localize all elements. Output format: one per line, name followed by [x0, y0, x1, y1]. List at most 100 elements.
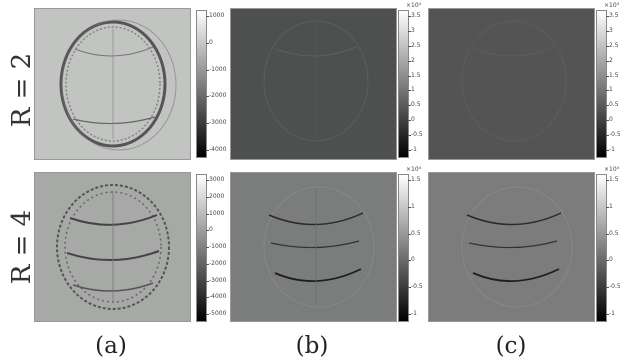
colorbar-tick-mark — [206, 230, 209, 232]
colorbar-tick-mark — [606, 206, 609, 208]
colorbar-tick-mark — [206, 16, 209, 17]
colorbar-tick-label: 0 — [209, 226, 213, 234]
colorbar-tick-label: -1 — [411, 310, 417, 317]
colorbar-tick-label: 2 — [411, 56, 415, 64]
colorbar-tick-label: -3000 — [209, 119, 227, 127]
colorbar-tick-mark — [206, 263, 209, 265]
colorbar-tick-mark — [408, 260, 411, 262]
colorbar-tick-label: -0.5 — [609, 131, 620, 139]
colorbar-tick-label: -3000 — [209, 276, 227, 284]
colorbar-tick-mark — [606, 135, 609, 137]
colorbar-tick-mark — [408, 180, 411, 181]
caption-c: (c) — [495, 333, 527, 359]
caption-a: (a) — [95, 333, 127, 359]
colorbar-tick-mark — [606, 75, 609, 77]
colorbar-exponent: ×10⁴ — [406, 2, 422, 9]
colorbar-tick-mark — [606, 287, 609, 289]
colorbar-tick-label: 1.5 — [411, 71, 421, 79]
image-panel-b-r4 — [230, 172, 397, 322]
colorbar-tick-mark — [606, 60, 609, 62]
colorbar-tick-label: 0.5 — [609, 229, 619, 237]
colorbar-tick-label: 3 — [411, 26, 415, 34]
colorbar-tick-label: 0 — [209, 38, 213, 46]
colorbar-tick-mark — [206, 150, 209, 151]
colorbar-tick-label: 2.5 — [411, 41, 421, 49]
colorbar-tick-label: -2000 — [209, 92, 227, 100]
colorbar-tick-label: 1000 — [209, 12, 225, 19]
colorbar-tick-label: -0.5 — [411, 131, 423, 139]
colorbar-tick-mark — [606, 180, 609, 181]
colorbar-tick-label: -5000 — [209, 310, 227, 317]
colorbar-tick-mark — [408, 287, 411, 289]
colorbar-tick-mark — [408, 135, 411, 137]
colorbar-tick-mark — [408, 75, 411, 77]
colorbar-tick-mark — [606, 314, 609, 315]
row-label-r2: R = 2 — [7, 52, 37, 128]
colorbar-tick-label: -0.5 — [609, 283, 620, 291]
colorbar-tick-label: -1000 — [209, 65, 227, 73]
colorbar-tick-mark — [206, 96, 209, 98]
colorbar-tick-mark — [606, 105, 609, 107]
colorbar-tick-mark — [408, 314, 411, 315]
colorbar-tick-label: 0 — [411, 256, 415, 264]
colorbar-a-r4 — [196, 174, 207, 322]
colorbar-tick-label: -1 — [609, 146, 615, 153]
colorbar-tick-mark — [408, 60, 411, 62]
colorbar-tick-label: 0 — [609, 116, 613, 124]
colorbar-tick-mark — [206, 69, 209, 71]
colorbar-tick-label: 1000 — [209, 209, 225, 217]
image-panel-c-r4 — [428, 172, 595, 322]
caption-b: (b) — [295, 333, 329, 359]
colorbar-tick-mark — [408, 206, 411, 208]
colorbar-tick-mark — [408, 30, 411, 32]
colorbar-tick-mark — [206, 123, 209, 125]
row-label-r4: R = 4 — [7, 209, 37, 285]
colorbar-tick-mark — [606, 233, 609, 235]
colorbar-tick-label: 0.5 — [411, 229, 421, 237]
colorbar-tick-mark — [206, 297, 209, 299]
colorbar-tick-mark — [206, 180, 209, 181]
colorbar-b-r4 — [398, 174, 409, 322]
colorbar-tick-label: 2.5 — [609, 41, 619, 49]
colorbar-tick-label: 0 — [609, 256, 613, 264]
colorbar-tick-mark — [606, 45, 609, 47]
colorbar-exponent: ×10⁴ — [604, 2, 620, 9]
colorbar-exponent: ×10⁴ — [406, 166, 422, 173]
colorbar-a-r2 — [196, 10, 207, 158]
colorbar-tick-label: 3.5 — [411, 12, 421, 19]
colorbar-tick-label: -1 — [609, 310, 615, 317]
colorbar-tick-mark — [206, 213, 209, 215]
colorbar-tick-mark — [408, 120, 411, 122]
colorbar-tick-mark — [408, 233, 411, 235]
colorbar-tick-label: 3 — [609, 26, 613, 34]
colorbar-tick-label: 1.5 — [411, 176, 421, 183]
colorbar-tick-label: 3.5 — [609, 12, 619, 19]
colorbar-tick-mark — [606, 90, 609, 92]
colorbar-tick-label: 1 — [609, 202, 613, 210]
image-panel-c-r2 — [428, 8, 595, 160]
colorbar-tick-mark — [408, 150, 411, 151]
colorbar-tick-mark — [206, 314, 209, 315]
colorbar-tick-label: 1.5 — [609, 176, 619, 183]
image-panel-a-r2 — [34, 8, 191, 160]
image-panel-b-r2 — [230, 8, 397, 160]
colorbar-tick-label: 1 — [411, 202, 415, 210]
colorbar-b-r2 — [398, 10, 409, 158]
colorbar-tick-label: 2 — [609, 56, 613, 64]
colorbar-tick-label: -1 — [411, 146, 417, 153]
colorbar-tick-label: 1.5 — [609, 71, 619, 79]
colorbar-c-r2 — [596, 10, 607, 158]
colorbar-tick-mark — [408, 105, 411, 107]
colorbar-tick-mark — [606, 30, 609, 32]
colorbar-tick-mark — [408, 16, 411, 17]
colorbar-tick-mark — [606, 260, 609, 262]
colorbar-tick-label: 3000 — [209, 176, 225, 183]
colorbar-tick-label: 1 — [411, 86, 415, 94]
colorbar-tick-mark — [408, 45, 411, 47]
colorbar-tick-label: -4000 — [209, 146, 227, 153]
colorbar-tick-label: -2000 — [209, 259, 227, 267]
colorbar-tick-label: -4000 — [209, 293, 227, 301]
image-panel-a-r4 — [34, 172, 191, 322]
colorbar-c-r4 — [596, 174, 607, 322]
colorbar-tick-mark — [606, 120, 609, 122]
